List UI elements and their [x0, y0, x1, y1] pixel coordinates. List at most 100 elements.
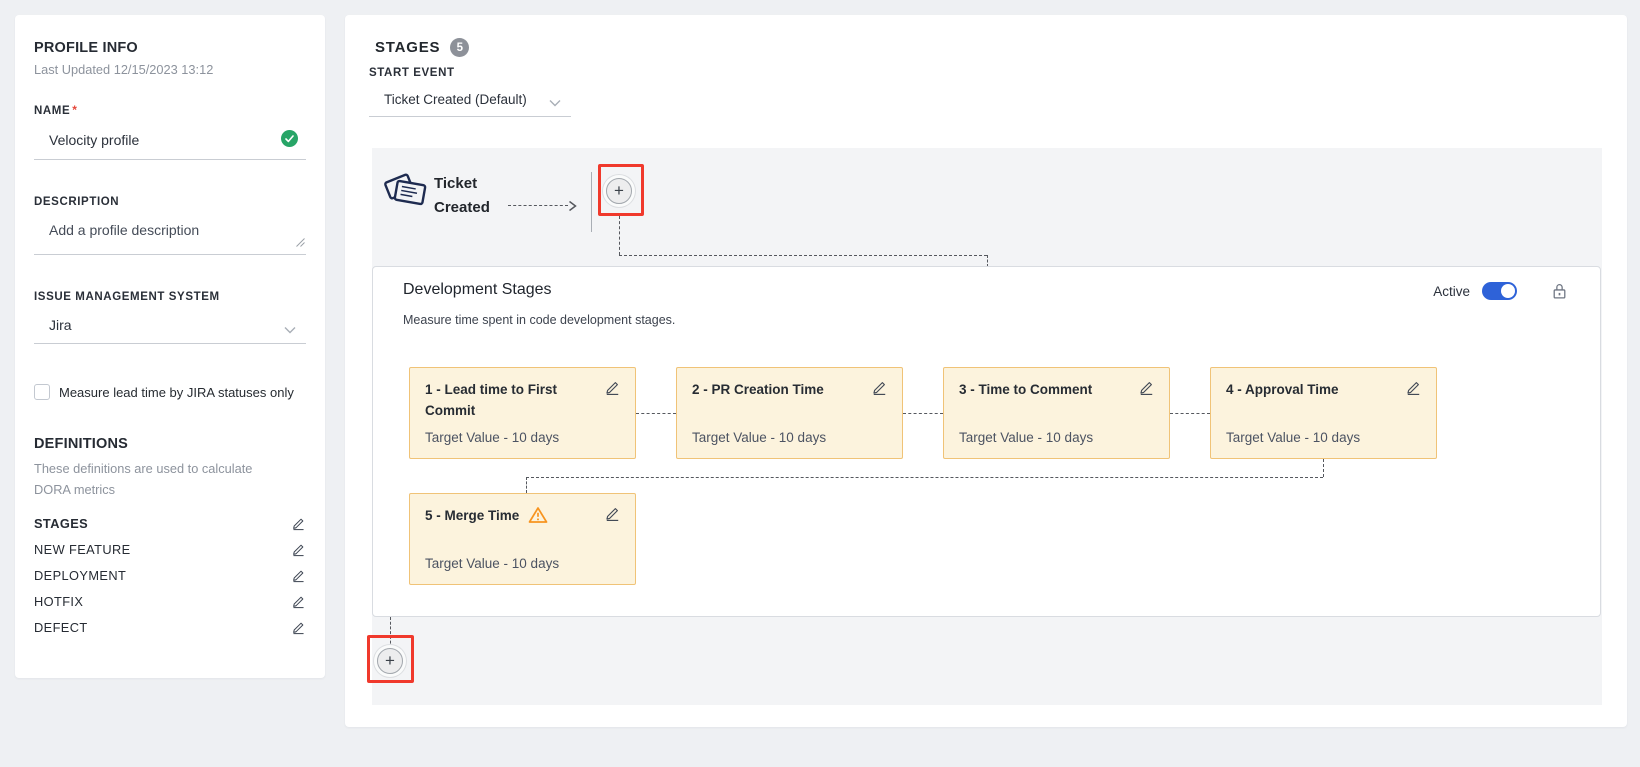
definition-item-stages: STAGES: [34, 516, 306, 531]
definition-item-defect: DEFECT: [34, 620, 306, 635]
stage-card-title: 4 - Approval Time: [1226, 382, 1339, 397]
chevron-down-icon: [549, 95, 561, 110]
definition-item-hotfix: HOTFIX: [34, 594, 306, 609]
issue-management-label: ISSUE MANAGEMENT SYSTEM: [34, 291, 220, 303]
stage-connector: [636, 413, 676, 414]
stage-target-value: Target Value - 10 days: [425, 430, 560, 445]
toggle-knob: [1501, 284, 1515, 298]
stage-card: 3 - Time to Comment Target Value - 10 day…: [943, 367, 1170, 459]
description-textarea[interactable]: [49, 222, 276, 240]
resize-handle-icon[interactable]: [296, 234, 305, 252]
panel-controls: Active: [1433, 282, 1568, 300]
lead-time-checkbox-row: Measure lead time by JIRA statuses only: [34, 384, 306, 400]
active-toggle[interactable]: [1482, 282, 1517, 300]
name-label: NAME *: [34, 103, 78, 117]
stage-target-value: Target Value - 10 days: [425, 556, 560, 571]
definition-item-deployment: DEPLOYMENT: [34, 568, 306, 583]
arrow-right-icon: [568, 199, 577, 217]
edit-stage-icon[interactable]: [871, 379, 888, 396]
panel-subtitle: Measure time spent in code development s…: [403, 313, 676, 327]
definition-label: STAGES: [34, 516, 89, 531]
add-stage-highlight-top: [598, 164, 644, 216]
edit-definition-icon[interactable]: [291, 568, 306, 583]
workflow-canvas: Ticket Created + Development Stages Meas…: [367, 148, 1602, 705]
definitions-list: STAGES NEW FEATURE DEPLOYMENT HOTFIX DEFECT: [34, 516, 306, 635]
start-event-label: START EVENT: [369, 67, 455, 79]
stage-card-header: 3 - Time to Comment: [959, 379, 1155, 400]
add-stage-button-top[interactable]: +: [606, 178, 632, 204]
definition-item-new-feature: NEW FEATURE: [34, 542, 306, 557]
edit-stage-icon[interactable]: [604, 379, 621, 396]
definitions-title: DEFINITIONS: [34, 436, 129, 452]
description-label: DESCRIPTION: [34, 196, 120, 208]
issue-management-value: Jira: [49, 317, 72, 333]
active-label: Active: [1433, 283, 1470, 299]
definition-label: DEPLOYMENT: [34, 568, 127, 583]
stage-connector: [903, 413, 943, 414]
stage-connector: [526, 477, 527, 493]
stage-card: 1 - Lead time to First Commit Target Valu…: [409, 367, 636, 459]
flow-connector: [987, 255, 988, 267]
stages-title: STAGES: [375, 39, 441, 56]
profile-info-sidebar: PROFILE INFO Last Updated 12/15/2023 13:…: [15, 15, 325, 678]
edit-definition-icon[interactable]: [291, 594, 306, 609]
stage-connector: [1323, 459, 1324, 477]
edit-definition-icon[interactable]: [291, 620, 306, 635]
stage-card-title: 2 - PR Creation Time: [692, 382, 824, 397]
stages-count-badge: 5: [450, 38, 470, 57]
stage-card-header: 1 - Lead time to First Commit: [425, 379, 621, 421]
add-stage-highlight-bottom: [367, 635, 414, 683]
valid-check-icon: [281, 130, 298, 147]
panel-title: Development Stages: [403, 281, 552, 298]
start-event-select[interactable]: Ticket Created (Default): [369, 85, 571, 117]
stage-card: 4 - Approval Time Target Value - 10 days: [1210, 367, 1437, 459]
name-field-row: [34, 125, 306, 160]
profile-info-title: PROFILE INFO: [34, 40, 138, 56]
lead-time-checkbox[interactable]: [34, 384, 50, 400]
edit-stage-icon[interactable]: [604, 505, 621, 522]
definition-label: NEW FEATURE: [34, 542, 131, 557]
stage-connector: [526, 477, 1323, 478]
lead-time-checkbox-label: Measure lead time by JIRA statuses only: [59, 384, 294, 400]
edit-stage-icon[interactable]: [1138, 379, 1155, 396]
edit-definition-icon[interactable]: [291, 516, 306, 531]
issue-management-select[interactable]: Jira: [34, 311, 306, 344]
flow-connector: [619, 255, 987, 256]
stage-target-value: Target Value - 10 days: [692, 430, 827, 445]
flow-connector: [619, 216, 620, 255]
ticket-icon: [382, 168, 430, 217]
development-stages-panel: Development Stages Measure time spent in…: [372, 266, 1601, 617]
flow-connector: [508, 205, 568, 206]
description-field-row: [34, 216, 306, 255]
stage-card: 2 - PR Creation Time Target Value - 10 da…: [676, 367, 903, 459]
last-updated: Last Updated 12/15/2023 13:12: [34, 62, 306, 77]
definition-label: DEFECT: [34, 620, 88, 635]
add-stage-button-bottom[interactable]: +: [377, 648, 403, 674]
required-asterisk: *: [72, 103, 78, 117]
stage-card-title: 3 - Time to Comment: [959, 382, 1093, 397]
stage-card-header: 5 - Merge Time: [425, 505, 621, 529]
stage-connector: [1170, 413, 1210, 414]
name-input[interactable]: [49, 131, 276, 149]
warning-icon: [528, 506, 548, 529]
stage-card: 5 - Merge Time Target Value - 10 days: [409, 493, 636, 585]
edit-definition-icon[interactable]: [291, 542, 306, 557]
stage-target-value: Target Value - 10 days: [1226, 430, 1361, 445]
chevron-down-icon: [284, 321, 296, 337]
start-node-label: Ticket Created: [434, 175, 490, 216]
lock-icon: [1551, 282, 1568, 300]
stage-card-title: 5 - Merge Time: [425, 508, 520, 523]
last-updated-value: 12/15/2023 13:12: [113, 62, 214, 77]
definitions-subtitle: These definitions are used to calculate …: [34, 461, 253, 497]
stage-target-value: Target Value - 10 days: [959, 430, 1094, 445]
last-updated-label: Last Updated: [34, 62, 111, 77]
start-event-value: Ticket Created (Default): [384, 92, 527, 107]
stages-header: STAGES 5: [375, 38, 470, 57]
insert-marker-line: [591, 172, 592, 232]
definition-label: HOTFIX: [34, 594, 84, 609]
stage-card-header: 4 - Approval Time: [1226, 379, 1422, 400]
stages-main-panel: STAGES 5 START EVENT Ticket Created (Def…: [345, 15, 1627, 727]
stage-card-header: 2 - PR Creation Time: [692, 379, 888, 400]
edit-stage-icon[interactable]: [1405, 379, 1422, 396]
stage-card-title: 1 - Lead time to First Commit: [425, 382, 558, 418]
